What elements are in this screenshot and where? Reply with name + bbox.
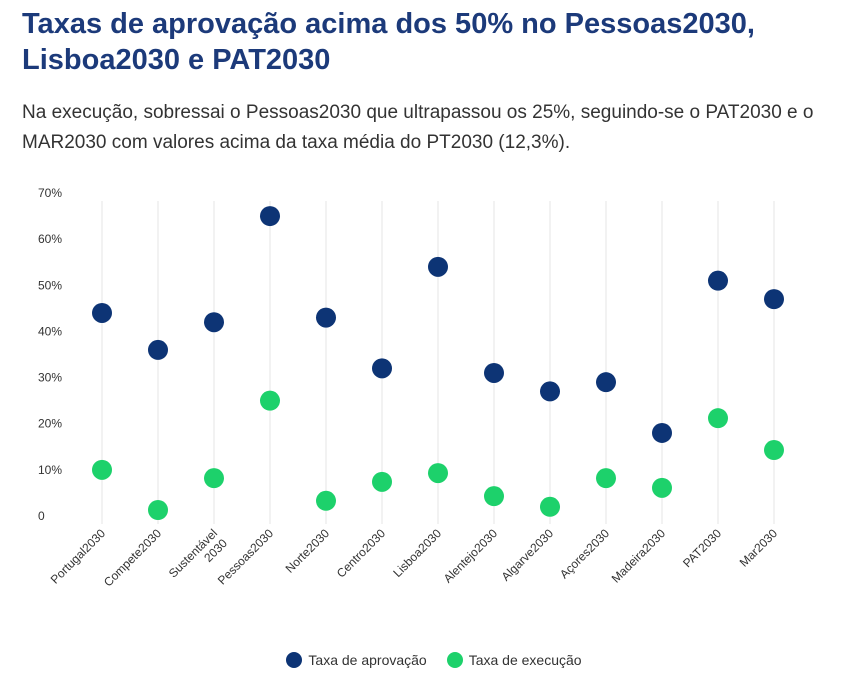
point-execucao <box>92 459 112 480</box>
y-tick-label: 30% <box>38 371 62 385</box>
point-aprovacao <box>148 339 168 360</box>
x-tick-label: Centro2030 <box>334 526 388 580</box>
point-aprovacao <box>596 372 616 393</box>
point-aprovacao <box>204 312 224 333</box>
legend-item-aprovacao[interactable]: Taxa de aprovação <box>286 652 427 668</box>
legend-label: Taxa de execução <box>468 652 582 668</box>
x-tick-label: PAT2030 <box>680 526 724 570</box>
point-execucao <box>260 390 280 411</box>
legend-item-execucao[interactable]: Taxa de execução <box>446 652 582 668</box>
point-execucao <box>372 471 392 492</box>
legend-marker <box>286 652 303 668</box>
point-aprovacao <box>484 362 504 383</box>
point-aprovacao <box>540 381 560 402</box>
x-tick-label: Açores2030 <box>557 526 612 581</box>
point-aprovacao <box>428 256 448 277</box>
y-tick-label: 70% <box>38 186 62 200</box>
page-title: Taxas de aprovação acima dos 50% no Pess… <box>22 8 755 76</box>
point-aprovacao <box>260 206 280 227</box>
legend-label: Taxa de aprovação <box>308 652 427 668</box>
legend-marker <box>446 652 463 668</box>
point-execucao <box>316 490 336 511</box>
y-tick-label: 0 <box>38 509 45 523</box>
point-execucao <box>708 408 728 429</box>
point-execucao <box>540 496 560 517</box>
point-aprovacao <box>316 307 336 328</box>
point-aprovacao <box>92 302 112 323</box>
point-aprovacao <box>372 358 392 379</box>
x-tick-label: Mar2030 <box>737 526 781 570</box>
x-tick-label: Algarve2030 <box>499 526 557 584</box>
subtitle: Na execução, sobressai o Pessoas2030 que… <box>22 102 814 153</box>
x-tick-label: Alentejo2030 <box>441 526 501 586</box>
x-tick-label: Norte2030 <box>283 526 333 576</box>
point-aprovacao <box>764 289 784 310</box>
point-execucao <box>484 486 504 507</box>
y-tick-label: 20% <box>38 417 62 431</box>
y-tick-label: 40% <box>38 324 62 338</box>
point-execucao <box>204 468 224 489</box>
y-tick-label: 50% <box>38 278 62 292</box>
point-execucao <box>428 463 448 484</box>
legend: Taxa de aprovação Taxa de execução <box>0 652 868 668</box>
x-tick-label: Lisboa2030 <box>390 526 444 580</box>
x-tick-label: Pessoas2030 <box>215 526 277 588</box>
point-execucao <box>652 477 672 498</box>
point-aprovacao <box>652 422 672 443</box>
point-execucao <box>596 468 616 489</box>
point-execucao <box>764 440 784 461</box>
point-aprovacao <box>708 270 728 291</box>
x-tick-label: Portugal2030 <box>48 526 109 587</box>
x-tick-label: Madeira2030 <box>609 526 669 586</box>
y-tick-label: 60% <box>38 232 62 246</box>
x-tick-label: Compete2030 <box>101 526 164 589</box>
point-execucao <box>148 500 168 521</box>
y-tick-label: 10% <box>38 463 62 477</box>
